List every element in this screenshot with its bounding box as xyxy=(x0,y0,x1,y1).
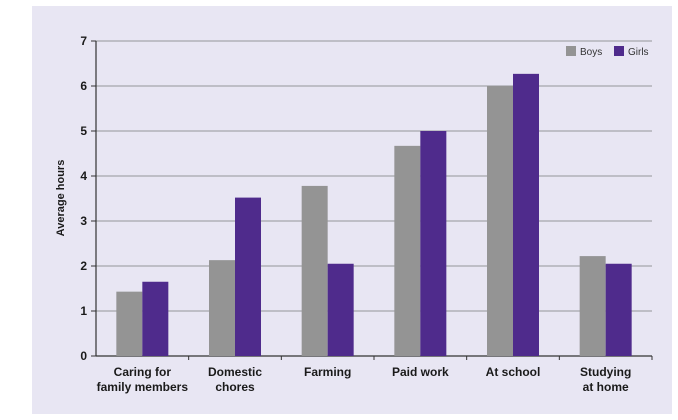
legend: Boys Girls xyxy=(566,46,649,58)
x-category-label: Caring for family members xyxy=(97,365,189,394)
y-tick-label: 3 xyxy=(80,214,87,228)
y-tick-labels: 0 1 2 3 4 5 6 7 xyxy=(80,34,87,363)
x-category-label: Studying at home xyxy=(580,365,631,394)
x-category-label: Paid work xyxy=(392,365,449,379)
x-category-label: Farming xyxy=(304,365,351,379)
x-category-labels: Caring for family members Domestic chores Fa… xyxy=(97,365,632,394)
bar-boys-5 xyxy=(579,256,606,356)
bar-boys-3 xyxy=(394,145,421,356)
y-tick-label: 2 xyxy=(80,259,87,273)
y-tick-label: 1 xyxy=(80,304,87,318)
y-tick-label: 7 xyxy=(80,34,87,48)
legend-swatch-girls xyxy=(614,46,624,56)
bar-girls-3 xyxy=(420,131,447,356)
gridlines xyxy=(91,40,653,360)
bar-girls-1 xyxy=(235,197,261,356)
bar-girls-0 xyxy=(142,281,169,356)
y-axis-label: Average hours xyxy=(55,160,67,237)
bar-boys-4 xyxy=(487,86,513,356)
bar-girls-4 xyxy=(513,73,539,356)
x-category-label: Domestic chores xyxy=(208,365,262,394)
y-tick-label: 6 xyxy=(80,79,87,93)
legend-swatch-boys xyxy=(566,46,576,56)
bar-boys-2 xyxy=(301,185,328,356)
bar-girls-2 xyxy=(327,263,354,356)
bars xyxy=(116,73,632,356)
legend-label-girls: Girls xyxy=(628,47,649,58)
y-tick-label: 5 xyxy=(80,124,87,138)
y-tick-label: 4 xyxy=(80,169,87,183)
legend-label-boys: Boys xyxy=(580,47,602,58)
bar-boys-1 xyxy=(209,260,235,356)
bar-girls-5 xyxy=(605,263,632,356)
x-category-label: At school xyxy=(486,365,541,379)
bar-boys-0 xyxy=(116,291,143,356)
y-tick-label: 0 xyxy=(80,349,87,363)
